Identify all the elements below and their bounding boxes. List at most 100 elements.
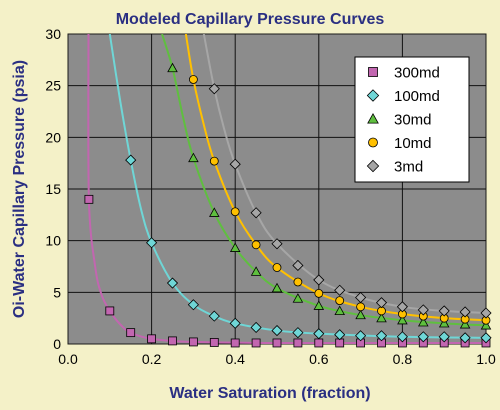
x-tick-label: 1.0 [476,351,496,367]
marker-300md [314,338,324,348]
marker-30md [229,242,241,252]
legend-label-10md: 10md [394,135,432,152]
marker-3md [313,274,325,286]
y-tick-label: 30 [45,26,61,42]
marker-100md [125,154,137,166]
legend-label-3md: 3md [394,159,423,176]
marker-10md [356,302,366,312]
marker-100md [187,299,199,311]
marker-3md [459,306,471,318]
x-tick-label: 0.4 [225,351,245,367]
marker-100md [229,317,241,329]
marker-30md [376,312,387,323]
y-tick-label: 20 [45,129,61,145]
y-tick-label: 5 [53,284,61,300]
marker-30md [459,318,471,329]
marker-30md [250,266,262,276]
marker-30md [209,207,220,217]
marker-300md [105,306,115,316]
legend-marker-10md [368,137,378,148]
marker-30md [418,316,429,327]
legend-label-30md: 30md [394,112,432,129]
marker-10md [314,288,324,298]
y-tick-label: 25 [45,78,61,94]
marker-3md [292,259,304,272]
y-tick-label: 10 [45,233,61,249]
legend-marker-3md [366,159,380,173]
y-tick-label: 0 [53,336,61,352]
legend-marker-30md [367,113,379,124]
marker-3md [438,305,450,317]
marker-100md [292,327,304,339]
marker-30md [334,305,345,316]
legend-label-300md: 300md [394,65,440,82]
marker-100md [146,237,158,249]
marker-10md [293,277,303,287]
marker-100md [396,331,408,343]
marker-100md [438,331,450,343]
chart-title: Modeled Capillary Pressure Curves [116,11,385,28]
marker-300md [168,336,177,346]
legend-marker-100md [366,89,380,102]
marker-3md [417,304,429,316]
x-tick-label: 0.0 [58,351,78,367]
marker-3md [229,158,241,170]
marker-30md [397,314,408,325]
marker-30md [188,152,199,163]
curve-300md [87,34,486,344]
marker-300md [84,194,94,204]
marker-10md [209,156,219,166]
marker-3md [208,83,220,95]
marker-100md [271,325,283,337]
marker-100md [459,332,471,344]
marker-100md [250,321,262,334]
y-axis-label: Oi-Water Capillary Pressure (psia) [11,60,28,318]
legend: 300md 100md 30md 10md 3md [354,56,470,183]
marker-300md [272,338,282,348]
marker-100md [355,330,367,342]
marker-300md [230,338,240,348]
legend-marker-300md [368,67,378,77]
marker-100md [208,310,220,322]
marker-10md [272,263,282,272]
marker-30md [355,309,366,320]
data-markers [84,62,492,348]
marker-10md [188,75,198,84]
x-tick-label: 0.8 [393,351,413,367]
marker-3md [480,307,492,319]
marker-10md [335,296,345,306]
marker-3md [375,297,388,309]
marker-100md [417,331,429,343]
x-tick-label: 0.6 [309,351,329,367]
marker-3md [334,284,346,296]
marker-100md [375,330,388,342]
marker-30md [292,293,304,303]
marker-300md [209,338,219,347]
marker-30md [271,282,283,293]
y-axis-ticks: 0 5 10 15 20 25 30 [45,26,61,352]
marker-30md [167,62,178,73]
marker-30md [480,319,492,330]
marker-3md [250,207,262,219]
y-tick-label: 15 [45,181,61,197]
marker-30md [438,317,450,328]
marker-100md [334,329,346,341]
marker-300md [147,334,157,344]
marker-3md [355,291,367,304]
marker-300md [251,338,261,348]
marker-10md [251,240,261,250]
marker-300md [126,328,136,338]
marker-3md [396,301,408,313]
legend-label-100md: 100md [394,88,440,105]
marker-100md [166,277,179,289]
marker-30md [313,300,325,310]
marker-100md [313,328,325,340]
marker-3md [271,238,283,250]
marker-300md [293,338,303,348]
x-axis-label: Water Saturation (fraction) [169,385,370,402]
marker-100md [480,332,492,344]
x-axis-ticks: 0.0 0.2 0.4 0.6 0.8 1.0 [58,351,496,367]
marker-300md [188,337,198,347]
